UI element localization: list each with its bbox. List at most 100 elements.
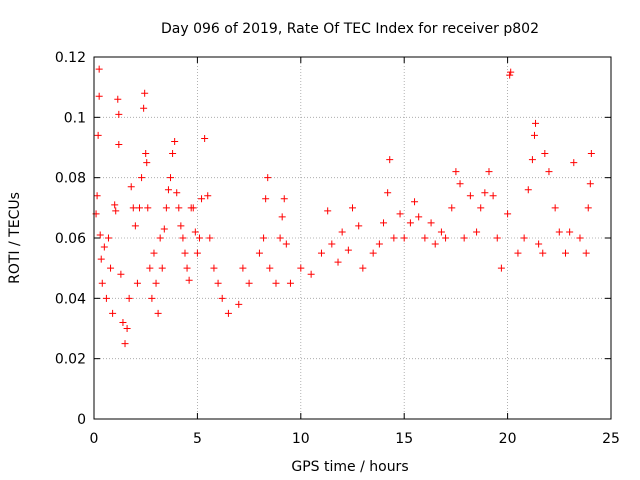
- data-point: [169, 150, 177, 158]
- chart-title: Day 096 of 2019, Rate Of TEC Index for r…: [161, 21, 539, 37]
- data-point: [280, 195, 288, 203]
- data-point: [570, 159, 578, 167]
- data-point: [198, 195, 206, 203]
- data-point: [473, 228, 481, 236]
- data-point: [264, 174, 272, 182]
- data-point: [317, 249, 325, 257]
- data-point: [530, 131, 538, 139]
- data-point: [562, 249, 570, 257]
- data-point: [96, 231, 104, 239]
- data-point: [131, 222, 139, 230]
- data-point: [396, 210, 404, 218]
- data-point: [528, 156, 536, 164]
- data-point: [239, 264, 247, 272]
- y-axis-label: ROTI / TECUs: [7, 192, 23, 284]
- y-tick-label: 0.04: [55, 291, 86, 307]
- data-point: [545, 168, 553, 176]
- data-point: [148, 294, 156, 302]
- data-point: [97, 255, 105, 263]
- data-point: [386, 156, 394, 164]
- data-point: [189, 204, 197, 212]
- data-point: [272, 279, 280, 287]
- axis-ticks: 0 5 10 15 20 25 0 0.02 0.04 0.06 0.08 0.1 0.12: [55, 50, 620, 447]
- data-point: [307, 270, 315, 278]
- data-point: [195, 234, 203, 242]
- data-point: [584, 204, 592, 212]
- data-point: [497, 264, 505, 272]
- data-point: [135, 204, 143, 212]
- data-point: [150, 249, 158, 257]
- data-point: [566, 228, 574, 236]
- data-point: [179, 234, 187, 242]
- data-point: [276, 234, 284, 242]
- data-point: [156, 234, 164, 242]
- data-point: [532, 119, 540, 127]
- data-point: [448, 204, 456, 212]
- data-point: [104, 234, 112, 242]
- x-tick-label: 25: [602, 431, 620, 447]
- data-point: [460, 234, 468, 242]
- data-point: [349, 204, 356, 212]
- data-point: [146, 264, 154, 272]
- data-point: [338, 228, 346, 236]
- data-point: [177, 222, 185, 230]
- data-points: [92, 65, 595, 348]
- data-point: [112, 207, 120, 215]
- data-point: [95, 92, 103, 100]
- data-point: [456, 180, 464, 188]
- data-point: [375, 240, 383, 248]
- data-point: [442, 234, 450, 242]
- data-point: [493, 234, 501, 242]
- data-point: [160, 225, 168, 233]
- data-point: [390, 234, 398, 242]
- data-point: [489, 192, 497, 200]
- data-point: [576, 234, 584, 242]
- data-point: [431, 240, 439, 248]
- data-point: [369, 249, 377, 257]
- data-point: [255, 249, 263, 257]
- data-point: [507, 68, 515, 76]
- data-point: [100, 243, 108, 251]
- data-point: [185, 276, 193, 284]
- data-point: [245, 279, 253, 287]
- data-point: [173, 189, 181, 197]
- data-point: [466, 192, 474, 200]
- data-point: [355, 222, 363, 230]
- data-point: [286, 279, 294, 287]
- data-point: [144, 204, 152, 212]
- data-point: [297, 264, 305, 272]
- data-point: [181, 249, 189, 257]
- data-point: [167, 174, 175, 182]
- data-point: [119, 318, 127, 326]
- data-point: [158, 264, 166, 272]
- data-point: [359, 264, 367, 272]
- data-point: [539, 249, 547, 257]
- data-point: [143, 159, 151, 167]
- data-point: [324, 207, 332, 215]
- data-point: [111, 201, 119, 209]
- data-point: [175, 204, 183, 212]
- data-point: [109, 309, 117, 317]
- data-point: [514, 249, 522, 257]
- data-point: [328, 240, 336, 248]
- data-point: [218, 294, 226, 302]
- data-point: [551, 204, 559, 212]
- data-point: [278, 213, 286, 221]
- data-point: [485, 168, 493, 176]
- data-point: [93, 192, 101, 200]
- data-point: [586, 180, 594, 188]
- data-point: [142, 150, 150, 158]
- y-tick-label: 0.08: [55, 171, 86, 187]
- data-point: [555, 228, 563, 236]
- data-point: [107, 264, 115, 272]
- data-point: [115, 140, 123, 148]
- data-point: [204, 192, 212, 200]
- data-point: [437, 228, 445, 236]
- data-point: [406, 219, 414, 227]
- data-point: [141, 89, 149, 97]
- y-tick-label: 0: [77, 412, 86, 428]
- data-point: [477, 204, 485, 212]
- data-point: [162, 204, 170, 212]
- data-point: [123, 325, 131, 332]
- data-point: [411, 198, 419, 206]
